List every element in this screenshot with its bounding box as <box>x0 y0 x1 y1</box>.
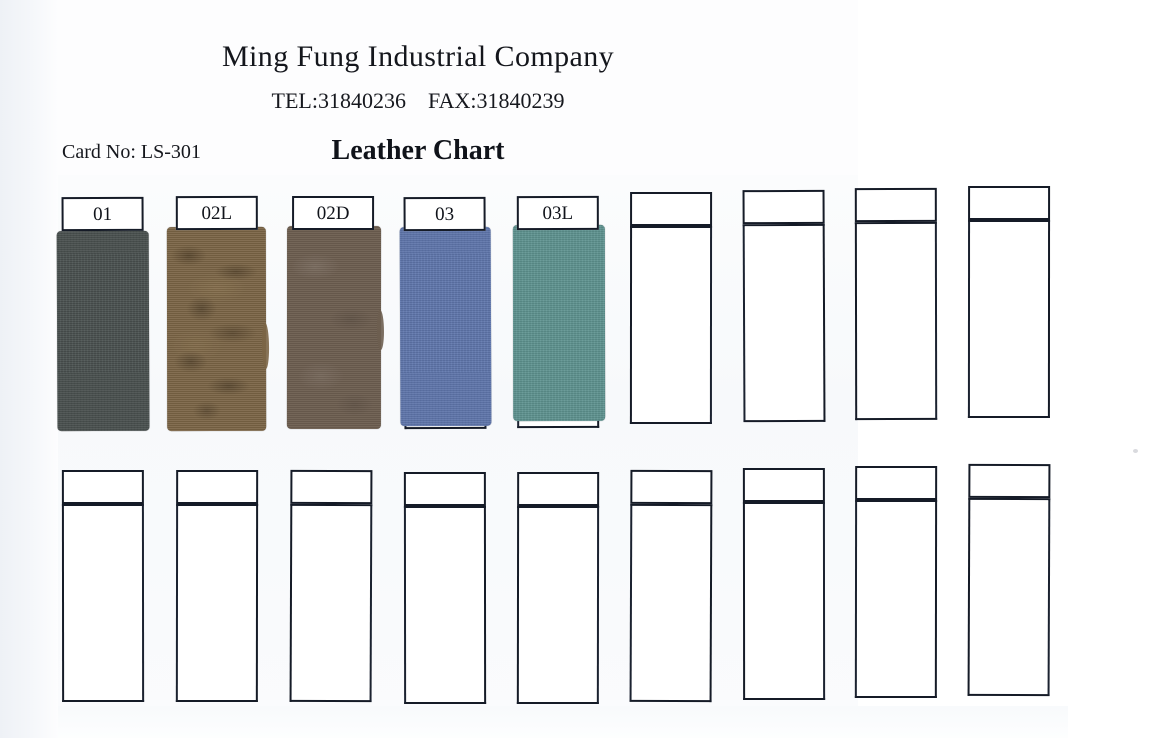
swatch-label-box[interactable] <box>742 189 825 225</box>
swatch-label-box[interactable] <box>855 465 938 501</box>
swatch-outline-box[interactable] <box>403 505 487 705</box>
swatch-cell[interactable] <box>629 191 713 425</box>
swatch-cell[interactable] <box>967 185 1051 419</box>
swatch-outline-box[interactable] <box>629 225 713 425</box>
leather-sample[interactable] <box>399 226 492 427</box>
leather-sample[interactable] <box>166 226 267 432</box>
leather-sample[interactable] <box>512 224 606 422</box>
swatch-label-text: 01 <box>93 203 113 225</box>
swatch-cell[interactable]: 01 <box>56 196 150 432</box>
swatch-cell[interactable] <box>854 465 938 699</box>
scan-tint-top-band <box>0 0 858 176</box>
swatch-outline-box[interactable] <box>61 503 145 703</box>
swatch-label-text: 02D <box>316 202 350 224</box>
swatch-outline-box[interactable] <box>516 505 600 705</box>
swatch-cell[interactable] <box>742 467 826 701</box>
swatch-cell[interactable] <box>289 469 373 703</box>
swatch-label-box[interactable] <box>968 463 1051 499</box>
leather-sample[interactable] <box>56 230 150 432</box>
swatch-label-box[interactable] <box>403 471 486 507</box>
swatch-cell[interactable]: 02D <box>286 195 385 430</box>
swatch-outline-box[interactable] <box>854 221 938 421</box>
swatch-cell[interactable]: 03L <box>512 195 606 429</box>
swatch-label-box[interactable] <box>517 471 600 507</box>
swatch-outline-box[interactable] <box>629 503 713 703</box>
swatch-label-box[interactable]: 03L <box>516 195 599 231</box>
fax-label: FAX:31840239 <box>427 88 565 113</box>
swatch-cell[interactable] <box>516 471 600 705</box>
swatch-cell[interactable]: 03 <box>399 196 492 430</box>
swatch-label-box[interactable] <box>630 191 713 227</box>
swatch-label-box[interactable]: 03 <box>403 196 486 232</box>
contact-line: TEL:31840236 FAX:31840239 <box>0 88 1003 114</box>
swatch-outline-box[interactable] <box>289 503 373 703</box>
scan-edge-right-margin <box>1068 0 1170 738</box>
swatch-cell[interactable] <box>967 463 1051 697</box>
chart-title: Leather Chart <box>331 135 505 166</box>
swatch-cell[interactable] <box>403 471 487 705</box>
swatch-cell[interactable] <box>854 187 938 421</box>
swatch-label-box[interactable] <box>854 187 937 223</box>
scan-tint-left-margin <box>0 0 58 738</box>
swatch-label-box[interactable]: 02L <box>175 195 258 231</box>
swatch-cell[interactable]: 02L <box>166 195 270 432</box>
swatch-label-text: 03 <box>435 203 455 225</box>
swatch-cell[interactable] <box>175 469 259 703</box>
swatch-label-box[interactable] <box>742 467 825 503</box>
swatch-cell[interactable] <box>61 469 145 703</box>
swatch-label-box[interactable]: 02D <box>292 195 375 231</box>
swatch-label-box[interactable] <box>61 469 144 505</box>
swatch-label-box[interactable] <box>290 469 373 505</box>
swatch-outline-box[interactable] <box>967 219 1051 419</box>
leather-sample[interactable] <box>286 225 382 430</box>
swatch-cell[interactable] <box>629 469 713 703</box>
swatch-label-box[interactable] <box>968 185 1051 221</box>
swatch-label-text: 03L <box>542 202 574 224</box>
swatch-outline-box[interactable] <box>742 501 826 701</box>
swatch-outline-box[interactable] <box>967 497 1051 697</box>
scan-speck <box>1133 449 1138 453</box>
swatch-outline-box[interactable] <box>854 499 938 699</box>
swatch-outline-box[interactable] <box>175 503 259 703</box>
swatch-label-box[interactable] <box>176 469 259 505</box>
card-number: Card No: LS-301 <box>62 141 201 163</box>
swatch-cell[interactable] <box>742 189 826 423</box>
swatch-label-box[interactable] <box>630 469 713 505</box>
scan-bottom-fade <box>58 706 1068 738</box>
swatch-label-box[interactable]: 01 <box>61 196 144 232</box>
swatch-outline-box[interactable] <box>742 223 826 423</box>
swatch-label-text: 02L <box>201 202 233 224</box>
tel-label: TEL:31840236 <box>271 88 406 113</box>
company-name: Ming Fung Industrial Company <box>221 40 615 73</box>
